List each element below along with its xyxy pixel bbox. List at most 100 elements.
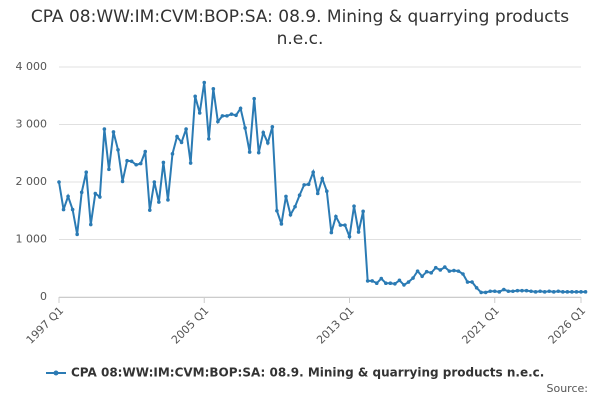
point — [125, 158, 129, 163]
point — [75, 232, 79, 237]
point — [384, 281, 388, 286]
point — [483, 290, 488, 295]
point — [206, 137, 211, 141]
point — [129, 159, 134, 164]
point — [338, 223, 343, 227]
point — [415, 269, 420, 273]
point — [574, 290, 579, 294]
point — [315, 191, 320, 196]
point — [216, 119, 220, 124]
point — [465, 280, 470, 284]
point — [452, 268, 456, 273]
point — [266, 141, 270, 145]
point — [579, 290, 583, 294]
y-tick-label: 2 000 — [16, 175, 48, 188]
point — [547, 289, 552, 294]
point — [61, 207, 66, 212]
point — [70, 207, 75, 212]
point — [329, 230, 334, 235]
point — [334, 214, 338, 219]
point — [157, 200, 161, 204]
point — [343, 223, 347, 227]
point — [120, 179, 125, 184]
point — [506, 289, 511, 294]
point — [161, 160, 166, 165]
point — [474, 286, 479, 290]
point — [220, 114, 225, 118]
point — [488, 289, 493, 294]
point — [288, 212, 293, 217]
point — [365, 279, 370, 283]
point — [393, 281, 397, 286]
point — [175, 134, 179, 139]
y-tick-label: 3 000 — [16, 118, 48, 131]
point — [402, 283, 406, 287]
point — [424, 269, 429, 274]
point — [352, 204, 356, 208]
point — [456, 269, 461, 273]
point — [284, 194, 288, 199]
point — [379, 276, 384, 281]
point — [134, 162, 138, 167]
point — [311, 170, 315, 175]
point — [184, 127, 188, 131]
point — [306, 182, 311, 187]
point — [479, 290, 483, 295]
point — [98, 195, 102, 199]
legend-label: CPA 08:WW:IM:CVM:BOP:SA: 08.9. Mining & … — [71, 366, 544, 380]
point — [152, 180, 157, 184]
point — [420, 274, 424, 279]
point — [229, 112, 234, 116]
point — [279, 222, 284, 226]
point — [261, 130, 266, 135]
point — [211, 87, 216, 91]
point — [66, 194, 70, 199]
point — [234, 113, 238, 118]
point — [461, 272, 465, 276]
y-tick-label: 0 — [40, 290, 47, 303]
point — [188, 161, 193, 165]
point — [247, 150, 252, 154]
point — [116, 148, 120, 152]
point — [347, 234, 352, 239]
point — [102, 127, 107, 131]
point — [270, 125, 275, 129]
x-tick-label: 1997 Q1 — [24, 304, 67, 347]
point — [551, 290, 556, 294]
x-tick-label: 2013 Q1 — [314, 304, 357, 347]
point — [238, 106, 243, 111]
point — [138, 161, 143, 166]
point — [556, 289, 561, 294]
point — [170, 152, 175, 156]
point — [202, 80, 207, 85]
point — [293, 204, 297, 209]
y-tick-label: 4 000 — [16, 60, 48, 73]
point — [320, 176, 325, 181]
point — [79, 190, 84, 195]
point — [374, 281, 379, 286]
point — [88, 222, 93, 227]
point — [107, 167, 111, 172]
point — [542, 290, 547, 294]
point — [179, 140, 184, 145]
point — [470, 280, 474, 284]
point — [243, 126, 247, 130]
point — [447, 269, 452, 273]
point — [429, 271, 434, 275]
point — [143, 149, 148, 154]
point — [520, 288, 524, 293]
point — [533, 290, 538, 294]
point — [492, 289, 497, 294]
point — [57, 180, 61, 184]
point — [225, 114, 229, 118]
point — [515, 288, 520, 293]
point — [511, 289, 515, 294]
point — [302, 183, 306, 187]
point — [325, 189, 329, 193]
point — [370, 279, 375, 283]
point — [275, 208, 279, 213]
point — [111, 130, 116, 134]
point — [583, 290, 588, 294]
